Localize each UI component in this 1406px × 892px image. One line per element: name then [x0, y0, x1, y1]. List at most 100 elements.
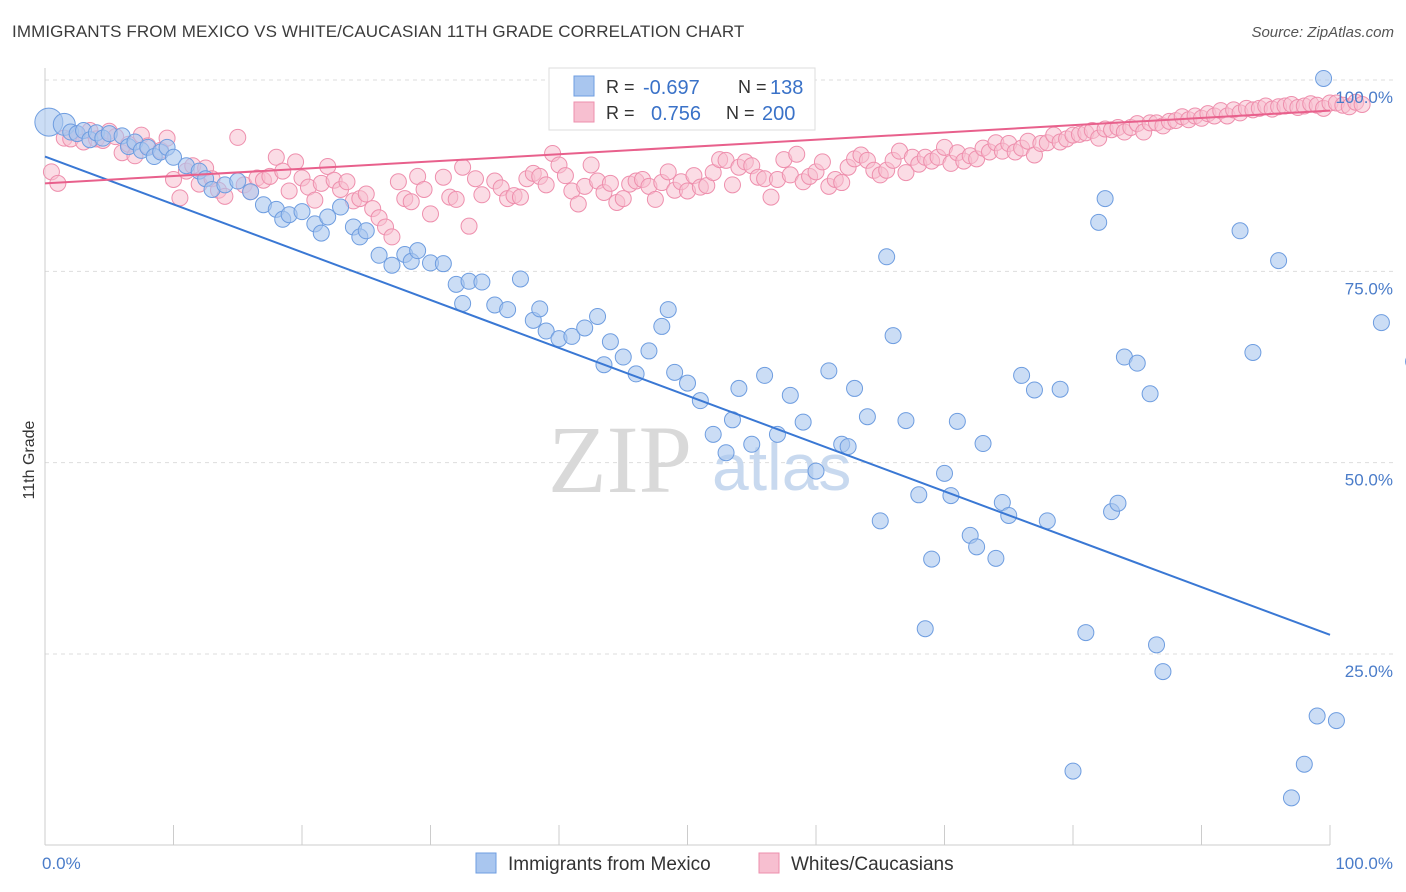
watermark-atlas: atlas [712, 430, 851, 504]
mexico-point [319, 208, 337, 226]
mexico-point [357, 222, 375, 240]
legend-n-label-2: N = [726, 103, 755, 123]
whites-point [601, 174, 619, 192]
x-tick-label: 0.0% [42, 854, 81, 873]
whites-trendline [44, 109, 1331, 185]
whites-point [556, 167, 574, 185]
mexico-point [165, 148, 182, 166]
whites-point [357, 185, 375, 203]
legend-swatch-whites [573, 101, 595, 123]
mexico-point [807, 462, 825, 480]
mexico-point [1090, 213, 1108, 231]
legend-box: R = -0.697 N = 138 R = 0.756 N = 200 [548, 67, 816, 131]
trendlines [44, 109, 1331, 636]
mexico-point [1244, 343, 1262, 361]
whites-point [338, 173, 356, 191]
watermark-zip: ZIP [548, 406, 692, 513]
mexico-point [614, 348, 632, 366]
mexico-point [511, 270, 529, 288]
mexico-point [1013, 366, 1031, 384]
whites-point [897, 164, 915, 182]
mexico-point [332, 198, 350, 216]
y-tick-label: 25.0% [1345, 662, 1393, 681]
mexico-point [781, 386, 799, 404]
whites-point [280, 182, 298, 200]
whites-point [171, 189, 189, 207]
mexico-point [1231, 222, 1249, 240]
mexico-point [563, 327, 581, 345]
mexico-point [1295, 755, 1313, 773]
bottom-legend-swatch-whites [758, 852, 780, 874]
legend-swatch-mexico [573, 75, 595, 97]
whites-point [813, 153, 831, 171]
mexico-point [839, 438, 857, 456]
mexico-point [312, 224, 330, 242]
whites-point [614, 190, 632, 208]
mexico-point [871, 512, 889, 530]
y-tick-label: 75.0% [1345, 279, 1393, 298]
mexico-point [717, 444, 735, 462]
mexico-point [730, 379, 748, 397]
mexico-point [987, 549, 1005, 567]
tick-labels: 100.0% 75.0% 50.0% 25.0% 0.0% 100.0% [42, 88, 1393, 873]
whites-point [762, 188, 780, 206]
legend-r-value-1: -0.697 [643, 77, 700, 99]
mexico-point [679, 374, 696, 392]
bottom-legend-swatch-mexico [475, 852, 497, 874]
axes [44, 68, 1331, 846]
mexico-point [743, 435, 761, 453]
mexico-point [820, 362, 838, 380]
whites-point [454, 158, 472, 176]
mexico-point [1064, 762, 1082, 780]
whites-point [306, 191, 324, 209]
legend-r-label-2: R = [606, 103, 635, 123]
mexico-point [293, 203, 311, 221]
mexico-point [653, 317, 671, 335]
whites-point [434, 168, 452, 186]
whites-point [415, 180, 433, 198]
whites-point [402, 193, 420, 211]
whites-point [723, 176, 741, 194]
mexico-point [974, 435, 992, 453]
bottom-legend-label-whites: Whites/Caucasians [791, 854, 954, 875]
legend-r-value-2: 0.756 [651, 103, 701, 125]
source-label: Source: ZipAtlas.com [1251, 24, 1394, 41]
mexico-point [1077, 624, 1095, 642]
mexico-point [936, 464, 953, 482]
mexico-point [1372, 314, 1390, 332]
mexico-point [229, 172, 247, 190]
mexico-point [968, 538, 986, 556]
mexico-point [1154, 663, 1172, 681]
whites-point [833, 174, 851, 192]
bottom-legend-label-mexico: Immigrants from Mexico [508, 854, 711, 875]
whites-point [569, 195, 587, 213]
y-axis-title: 11th Grade [21, 420, 38, 499]
legend-n-value-1: 138 [770, 77, 803, 99]
mexico-point [1148, 636, 1166, 654]
mexico-point [601, 333, 619, 351]
whites-point [389, 173, 407, 191]
mexico-point [473, 273, 491, 291]
x-tick-label: 100.0% [1335, 854, 1393, 873]
whites-point [537, 176, 555, 194]
mexico-point [910, 486, 928, 504]
mexico-point [923, 550, 941, 568]
mexico-trendline [44, 155, 1331, 636]
mexico-point [1038, 512, 1056, 530]
mexico-point [916, 620, 934, 638]
mexico-point [531, 300, 549, 318]
mexico-point [1327, 712, 1345, 730]
series-mexico-points [34, 69, 1406, 807]
mexico-point [1051, 380, 1069, 398]
mexico-point [884, 327, 902, 345]
whites-point [659, 163, 677, 181]
mexico-point [666, 363, 684, 381]
mexico-point [846, 379, 864, 397]
mexico-point [576, 319, 594, 337]
mexico-point [640, 342, 658, 360]
whites-point [422, 205, 439, 223]
whites-point [646, 190, 664, 208]
mexico-point [1109, 494, 1127, 512]
mexico-point [897, 412, 915, 430]
whites-point [287, 153, 305, 171]
